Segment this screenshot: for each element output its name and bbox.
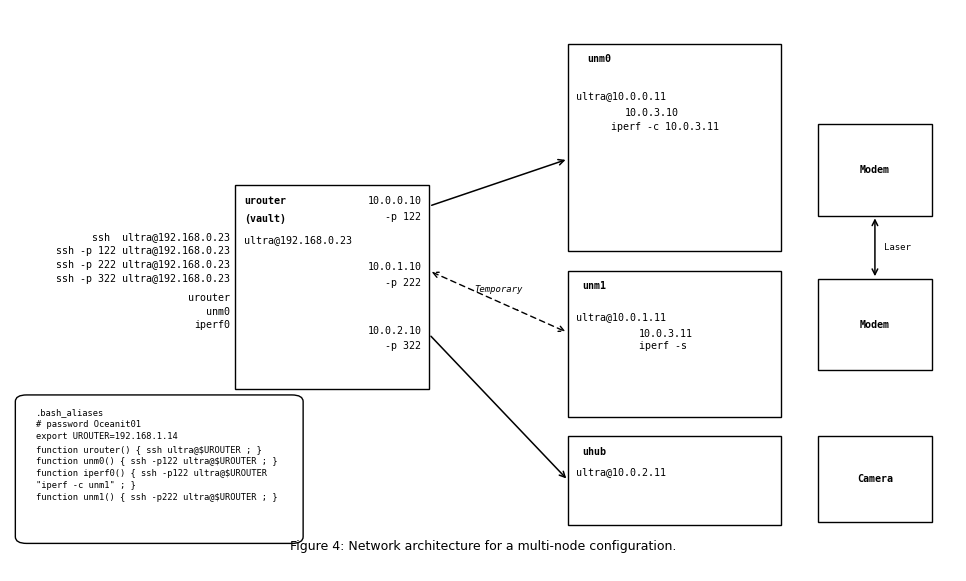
Text: Laser: Laser xyxy=(885,243,911,252)
Text: ultra@10.0.0.11: ultra@10.0.0.11 xyxy=(576,91,666,101)
Bar xyxy=(568,436,781,525)
Bar xyxy=(818,124,932,216)
Text: unm1: unm1 xyxy=(582,281,607,290)
Text: `: ` xyxy=(515,310,521,320)
Text: ultra@10.0.1.11: ultra@10.0.1.11 xyxy=(576,312,666,322)
Text: iperf -c 10.0.3.11: iperf -c 10.0.3.11 xyxy=(611,122,719,132)
Text: .bash_aliases
# password Oceanit01
export UROUTER=192.168.1.14
function urouter(: .bash_aliases # password Oceanit01 expor… xyxy=(36,408,277,502)
Text: unm0: unm0 xyxy=(206,307,230,317)
Text: ssh  ultra@192.168.0.23: ssh ultra@192.168.0.23 xyxy=(92,232,230,242)
Text: iperf0: iperf0 xyxy=(194,320,230,331)
Text: Modem: Modem xyxy=(860,320,890,329)
Text: ssh -p 122 ultra@192.168.0.23: ssh -p 122 ultra@192.168.0.23 xyxy=(56,246,230,256)
Text: Modem: Modem xyxy=(860,165,890,175)
Text: Temporary: Temporary xyxy=(474,285,523,293)
Text: 10.0.3.10: 10.0.3.10 xyxy=(625,108,679,118)
Text: iperf -s: iperf -s xyxy=(639,342,687,352)
FancyBboxPatch shape xyxy=(15,395,303,543)
Text: ssh -p 322 ultra@192.168.0.23: ssh -p 322 ultra@192.168.0.23 xyxy=(56,274,230,284)
Bar xyxy=(818,279,932,370)
Bar xyxy=(235,185,429,389)
Text: 10.0.3.11: 10.0.3.11 xyxy=(639,329,694,339)
Text: -p 122: -p 122 xyxy=(385,211,421,222)
Text: ultra@10.0.2.11: ultra@10.0.2.11 xyxy=(576,467,666,476)
Bar xyxy=(568,271,781,417)
Text: uhub: uhub xyxy=(582,447,607,457)
Text: 10.0.0.10: 10.0.0.10 xyxy=(367,196,421,206)
Text: 10.0.1.10: 10.0.1.10 xyxy=(367,263,421,272)
Text: ultra@192.168.0.23: ultra@192.168.0.23 xyxy=(244,235,353,245)
Text: -p 222: -p 222 xyxy=(385,278,421,288)
Text: -p 322: -p 322 xyxy=(385,342,421,352)
Text: unm0: unm0 xyxy=(587,55,611,64)
Text: urouter: urouter xyxy=(188,293,230,303)
Text: 10.0.2.10: 10.0.2.10 xyxy=(367,326,421,336)
Text: Figure 4: Network architecture for a multi-node configuration.: Figure 4: Network architecture for a mul… xyxy=(290,540,676,553)
Text: (vault): (vault) xyxy=(244,214,287,224)
Text: ssh -p 222 ultra@192.168.0.23: ssh -p 222 ultra@192.168.0.23 xyxy=(56,260,230,270)
Text: Camera: Camera xyxy=(857,474,893,484)
Text: urouter: urouter xyxy=(244,196,287,206)
Bar xyxy=(568,45,781,252)
Bar xyxy=(818,436,932,522)
